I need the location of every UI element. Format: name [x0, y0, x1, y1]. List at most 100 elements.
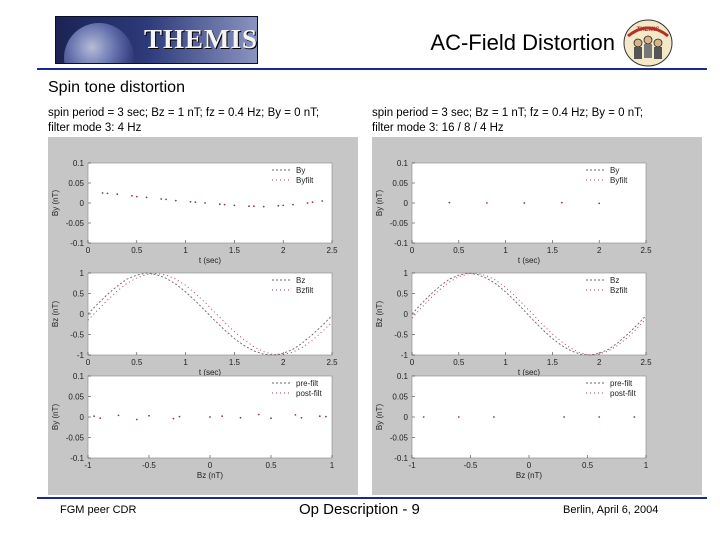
data-point-byfilt — [486, 202, 488, 204]
y-tick-label: 0 — [80, 413, 85, 422]
x-tick-label: 1 — [183, 246, 188, 255]
x-tick-label: 2.5 — [640, 246, 652, 255]
panel-2-caption-line2: filter mode 3: 16 / 8 / 4 Hz — [372, 122, 504, 134]
y-tick-label: 0 — [404, 310, 409, 319]
x-tick-label: -0.5 — [464, 461, 478, 470]
plot-area — [411, 162, 647, 244]
y-axis-label: Bz (nT) — [375, 301, 384, 328]
x-tick-label: 1 — [330, 461, 335, 470]
x-axis-label: Bz (nT) — [197, 471, 224, 480]
section-title: Spin tone distortion — [48, 79, 185, 96]
x-tick-label: 2 — [281, 246, 286, 255]
data-point-pre-filt — [239, 416, 242, 419]
x-tick-label: 2 — [597, 358, 602, 367]
legend-label: By — [610, 166, 619, 175]
chart-1-top: 0 0.5 1 1.5 2 2.5 0.1 0.05 0 -0.05 -0.1 t (sec) By (… — [51, 159, 338, 265]
x-axis-label: t (sec) — [518, 256, 541, 265]
x-axis-label: t (sec) — [199, 368, 222, 377]
series-line-bz — [411, 272, 647, 356]
data-point-post-filt — [135, 418, 138, 421]
data-point-post-filt — [457, 416, 460, 418]
data-point-byfilt — [165, 198, 167, 201]
footer-rule — [37, 497, 707, 499]
banner-title: THEMIS — [144, 24, 258, 54]
x-tick-label: 0.5 — [131, 358, 143, 367]
plot-area — [411, 272, 647, 356]
data-point-byfilt — [106, 192, 109, 195]
data-point-byfilt — [194, 201, 197, 204]
themis-banner: THEMIS — [55, 16, 258, 64]
legend-label: By — [296, 166, 305, 175]
y-tick-label: 1 — [80, 269, 85, 278]
header-rule — [37, 68, 707, 70]
data-point-byfilt — [135, 195, 138, 198]
data-point-by — [321, 200, 324, 202]
data-point-byfilt — [282, 204, 285, 207]
x-tick-label: -1 — [84, 461, 92, 470]
plot-area — [411, 375, 647, 459]
data-point-by — [145, 196, 148, 199]
x-tick-label: 1.5 — [229, 246, 241, 255]
y-axis-label: By (nT) — [51, 190, 60, 217]
legend-label: Byfilt — [610, 176, 628, 185]
x-tick-label: 1.5 — [547, 246, 559, 255]
data-point-pre-filt — [300, 416, 303, 419]
x-tick-label: -0.5 — [142, 461, 156, 470]
y-tick-label: 0.1 — [73, 159, 85, 168]
y-tick-label: -0.05 — [390, 434, 409, 443]
chart-2-middle: 0 0.5 1 1.5 2 2.5 1 0.5 0 -0.5 -1 t (sec) Bz (nT) BzB… — [375, 269, 652, 377]
y-tick-label: 0 — [80, 199, 85, 208]
footer-right: Berlin, April 6, 2004 — [563, 504, 659, 516]
data-point-by — [598, 202, 601, 205]
data-point-byfilt — [560, 201, 563, 204]
logo-text: THEMIS — [637, 27, 660, 33]
data-point-by — [101, 192, 104, 194]
x-tick-label: 0 — [410, 358, 415, 367]
data-point-by — [189, 200, 192, 203]
x-tick-label: 0 — [410, 246, 415, 255]
x-tick-label: 0 — [86, 246, 91, 255]
chart-1-bottom: -1 -0.5 0 0.5 1 0.1 0.05 0 -0.05 -0.1 Bz (nT) By (n… — [51, 372, 335, 480]
data-point-byfilt — [253, 205, 255, 208]
data-point-by — [204, 202, 207, 204]
legend-label: Byfilt — [296, 176, 314, 185]
x-tick-label: 1 — [644, 461, 649, 470]
y-tick-label: 0.1 — [397, 159, 409, 168]
y-tick-label: 0.5 — [73, 290, 85, 299]
data-point-by — [292, 203, 294, 206]
y-tick-label: 0.5 — [397, 290, 409, 299]
data-point-by — [218, 203, 221, 206]
x-axis-label: Bz (nT) — [516, 471, 543, 480]
y-tick-label: 0 — [404, 199, 409, 208]
y-tick-label: 0.05 — [68, 179, 84, 188]
x-axis-label: t (sec) — [518, 368, 541, 377]
y-tick-label: -1 — [77, 351, 85, 360]
data-point-by — [306, 202, 309, 204]
data-point-pre-filt — [178, 415, 181, 418]
y-axis-label: Bz (nT) — [51, 301, 60, 328]
data-point-by — [233, 204, 236, 207]
y-tick-label: 0.05 — [392, 393, 408, 402]
data-point-pre-filt — [563, 416, 565, 418]
x-tick-label: 1 — [503, 246, 508, 255]
x-tick-label: 2 — [597, 246, 602, 255]
y-tick-label: -1 — [401, 351, 409, 360]
data-point-by — [523, 202, 526, 204]
data-point-post-filt — [99, 417, 102, 420]
data-point-by — [248, 205, 250, 208]
data-point-post-filt — [598, 416, 601, 418]
plot-area — [87, 272, 333, 356]
data-point-pre-filt — [93, 415, 95, 418]
data-point-pre-filt — [117, 414, 120, 417]
x-tick-label: 2.5 — [326, 246, 338, 255]
data-point-pre-filt — [422, 416, 425, 418]
footer-left: FGM peer CDR — [60, 504, 137, 516]
x-tick-label: 1.5 — [229, 358, 241, 367]
x-tick-label: 2 — [281, 358, 286, 367]
data-point-by — [160, 198, 163, 200]
y-tick-label: -0.05 — [66, 219, 85, 228]
